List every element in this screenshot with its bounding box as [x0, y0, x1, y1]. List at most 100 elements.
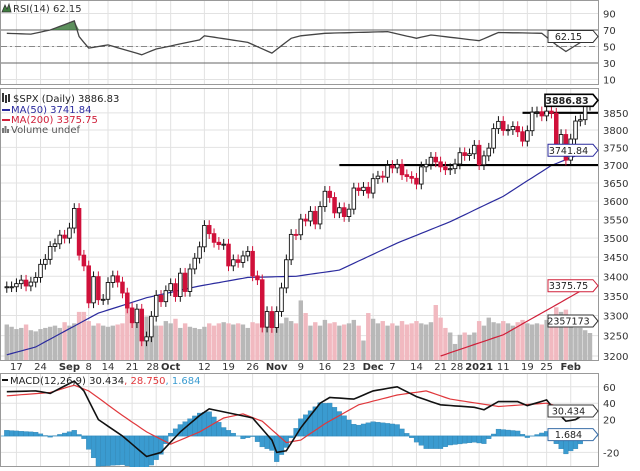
- candle-body: [458, 153, 462, 164]
- volume-bar: [332, 322, 336, 360]
- macd-histogram-bar: [510, 430, 515, 436]
- volume-bars: [5, 300, 593, 360]
- x-tick-label: 26: [246, 362, 259, 373]
- candle-body: [328, 191, 332, 197]
- macd-histogram-bar: [457, 436, 462, 444]
- macd-histogram-bar: [33, 432, 38, 436]
- macd-series: [1, 381, 598, 467]
- volume-bar: [72, 323, 76, 360]
- candle-body: [265, 312, 269, 328]
- candle-body: [193, 258, 197, 269]
- x-tick-label: Feb: [561, 362, 581, 373]
- value-flags: 62.153886.833741.843375.75235717330.4341…: [545, 30, 598, 441]
- volume-bar: [53, 326, 57, 360]
- volume-bar: [284, 318, 288, 360]
- candle-body: [357, 188, 361, 191]
- macd-histogram-bar: [245, 436, 250, 438]
- candle-body: [183, 273, 187, 291]
- candle-body: [19, 280, 23, 283]
- volume-bar: [106, 327, 110, 360]
- macd-histogram-bar: [520, 434, 525, 436]
- macd-histogram-bar: [332, 407, 337, 436]
- candle-body: [217, 242, 221, 244]
- volume-bar: [188, 327, 192, 360]
- candle-body: [415, 178, 419, 184]
- macd-histogram-bar: [135, 436, 140, 467]
- candle-body: [63, 235, 67, 238]
- candle-body: [554, 113, 558, 147]
- candle-body: [24, 280, 28, 286]
- candle-body: [420, 167, 424, 184]
- macd-histogram-bar: [467, 436, 472, 443]
- volume-bar: [111, 326, 115, 360]
- volume-bar: [120, 323, 124, 360]
- value-flag-text: 1.684: [555, 430, 582, 441]
- candle-body: [34, 277, 38, 282]
- value-flag-text: 3375.75: [549, 281, 588, 292]
- volume-bar: [482, 326, 486, 360]
- candlesticks: [5, 95, 592, 346]
- macd-hist-flag: 1.684: [548, 429, 598, 442]
- macd-histogram-bar: [486, 436, 491, 439]
- candle-body: [434, 157, 438, 162]
- volume-bar: [569, 327, 573, 360]
- candle-body: [58, 235, 62, 244]
- macd-histogram-bar: [400, 429, 405, 436]
- macd-histogram-bar: [539, 433, 544, 436]
- price-tick-label: 3550: [603, 216, 628, 227]
- value-flag-text: 2357173: [547, 317, 589, 328]
- macd-histogram-bar: [67, 432, 72, 436]
- price-tick-label: 3700: [603, 161, 628, 172]
- candle-body: [545, 111, 549, 116]
- volume-bar: [193, 328, 197, 360]
- macd-histogram-bar: [482, 436, 487, 444]
- candle-body: [150, 316, 154, 336]
- macd-histogram-bar: [250, 436, 255, 437]
- volume-bar: [323, 320, 327, 360]
- candle-body: [342, 208, 346, 217]
- volume-bar: [462, 333, 466, 360]
- macd-histogram-bar: [48, 436, 53, 437]
- volume-bar: [381, 321, 385, 360]
- macd-histogram-bar: [515, 431, 520, 436]
- macd-histogram-bar: [472, 436, 477, 442]
- macd-histogram-bar: [241, 436, 246, 439]
- candle-body: [289, 234, 293, 259]
- volume-bar: [400, 321, 404, 360]
- volume-bar: [328, 323, 332, 360]
- x-tick-label: 11: [497, 362, 510, 373]
- candle-body: [116, 276, 120, 282]
- volume-bar: [535, 323, 539, 360]
- candle-body: [130, 308, 134, 323]
- macd-histogram-bar: [453, 436, 458, 444]
- volume-bar: [77, 312, 81, 360]
- volume-bar: [135, 323, 139, 360]
- candle-body: [101, 299, 105, 300]
- volume-bar: [183, 323, 187, 360]
- candle-body: [477, 145, 481, 164]
- volume-bar: [91, 326, 95, 360]
- macd-histogram-bar: [212, 417, 217, 436]
- candle-body: [309, 211, 313, 221]
- macd-histogram-bar: [303, 415, 308, 436]
- volume-bar: [578, 328, 582, 360]
- volume-bar: [385, 326, 389, 360]
- volume-bar: [159, 326, 163, 360]
- macd-histogram-bar: [260, 436, 265, 447]
- volume-bar: [226, 323, 230, 360]
- candle-body: [535, 112, 539, 113]
- macd-histogram-bar: [433, 436, 438, 449]
- candle-body: [125, 293, 129, 308]
- macd-histogram-bar: [356, 425, 361, 436]
- candle-body: [212, 234, 216, 243]
- volume-bar: [337, 326, 341, 360]
- candle-body: [410, 177, 414, 179]
- candle-body: [251, 251, 255, 276]
- candle-body: [285, 260, 289, 288]
- volume-bar: [352, 320, 356, 360]
- price-tick-label: 3750: [603, 143, 628, 154]
- volume-bar: [467, 335, 471, 360]
- macd-label: MACD(12,26,9) 30.434, 28.750, 1.684: [10, 376, 200, 387]
- candle-body: [260, 280, 264, 327]
- candle-body: [236, 260, 240, 263]
